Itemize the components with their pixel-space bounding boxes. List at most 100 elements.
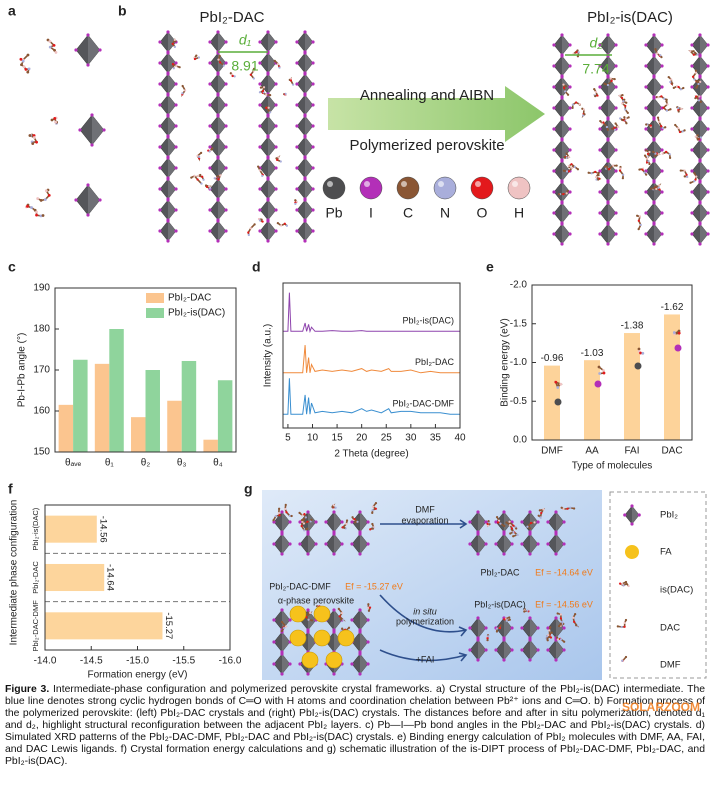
organic-chain xyxy=(247,223,256,236)
organic-chain xyxy=(276,155,282,163)
organic-atom xyxy=(649,124,652,127)
organic-atom xyxy=(505,619,508,622)
iodine-atom xyxy=(303,135,307,139)
organic-atom xyxy=(557,193,561,196)
organic-atom xyxy=(593,87,596,91)
iodine-atom xyxy=(652,201,656,205)
octahedron-face xyxy=(88,35,100,65)
iodine-atom xyxy=(303,198,307,202)
organic-atom xyxy=(342,618,345,622)
organic-atom xyxy=(678,130,682,134)
iodine-atom xyxy=(614,106,618,110)
octahedron-face xyxy=(562,119,570,139)
series-label: PbI₂-DAC-DMF xyxy=(393,399,455,409)
iodine-atom xyxy=(552,85,556,89)
organic-atom xyxy=(624,618,628,622)
organic-atom xyxy=(258,169,262,172)
organic-atom xyxy=(216,175,219,178)
organic-atom xyxy=(284,625,288,628)
iodine-atom xyxy=(332,532,336,536)
iodine-atom xyxy=(366,640,370,644)
organic-atom xyxy=(285,511,288,514)
bar xyxy=(167,400,182,452)
octahedron-face xyxy=(308,512,316,532)
organic-atom xyxy=(508,523,512,527)
iodine-atom xyxy=(266,114,270,118)
bar xyxy=(217,380,233,452)
octahedron-face xyxy=(700,182,708,202)
iodine-atom xyxy=(652,96,656,100)
iodine-atom xyxy=(86,213,90,217)
iodine-atom xyxy=(690,127,694,131)
organic-atom xyxy=(259,86,263,89)
iodine-atom xyxy=(86,63,90,67)
iodine-atom xyxy=(606,96,610,100)
iodine-atom xyxy=(350,542,354,546)
iodine-atom xyxy=(266,135,270,139)
organic-atom xyxy=(604,165,607,168)
organic-atom xyxy=(590,172,593,175)
iodine-atom xyxy=(690,148,694,152)
iodine-atom xyxy=(546,626,550,630)
octahedron-face xyxy=(282,632,290,652)
octahedron-face xyxy=(562,140,570,160)
octahedron-face xyxy=(530,534,538,554)
x-tick-label: θ₄ xyxy=(213,458,223,469)
distance-value: 7.74 xyxy=(582,61,609,77)
organic-atom xyxy=(205,185,209,188)
organic-atom xyxy=(290,514,293,518)
organic-atom xyxy=(665,109,668,112)
organic-atom xyxy=(183,89,187,92)
organic-atom xyxy=(695,175,698,178)
organic-atom xyxy=(602,121,605,124)
molecule-atom xyxy=(594,380,602,388)
organic-atom xyxy=(657,120,661,123)
molecule-atom xyxy=(674,344,682,352)
organic-atom xyxy=(229,72,232,75)
organic-atom xyxy=(616,625,619,628)
iodine-atom xyxy=(166,156,170,160)
organic-atom xyxy=(559,638,563,641)
organic-atom xyxy=(48,45,52,49)
iodine-atom xyxy=(630,522,634,526)
organic-atom xyxy=(562,192,565,196)
iodine-atom xyxy=(266,72,270,76)
caption-text: Intermediate-phase configuration and pol… xyxy=(5,684,705,767)
iodine-atom xyxy=(552,169,556,173)
iodine-atom xyxy=(476,616,480,620)
octahedron-face xyxy=(700,203,708,223)
atom-swatch xyxy=(396,176,420,200)
octahedron-face xyxy=(360,632,368,652)
octahedron-face xyxy=(218,116,226,136)
x-tick-label: -16.0 xyxy=(219,656,242,667)
atom-label: N xyxy=(440,205,450,221)
iodine-atom xyxy=(311,124,315,128)
flow-arrow xyxy=(380,519,468,529)
iodine-atom xyxy=(560,159,564,163)
organic-atom xyxy=(345,519,349,522)
organic-atom xyxy=(677,110,680,113)
octahedron-face xyxy=(268,158,276,178)
organic-atom xyxy=(567,170,570,173)
organic-atom xyxy=(576,168,580,171)
atom-swatch xyxy=(470,176,494,200)
crystal-title: PbI₂-is(DAC) xyxy=(587,9,673,26)
iodine-atom xyxy=(468,648,472,652)
iodine-atom xyxy=(311,61,315,65)
organic-atom xyxy=(548,629,551,632)
iodine-atom xyxy=(158,166,162,170)
organic-atom xyxy=(636,214,639,217)
iodine-atom xyxy=(562,626,566,630)
octahedron-face xyxy=(700,161,708,181)
organic-atom xyxy=(570,166,574,169)
iodine-atom xyxy=(568,148,572,152)
organic-chain xyxy=(214,173,222,181)
organic-atom xyxy=(284,507,287,511)
iodine-atom xyxy=(510,648,514,652)
organic-atom xyxy=(48,39,52,43)
plot-frame xyxy=(282,282,461,429)
atom-label: O xyxy=(477,205,488,221)
organic-atom xyxy=(658,184,661,187)
iodine-atom xyxy=(366,542,370,546)
